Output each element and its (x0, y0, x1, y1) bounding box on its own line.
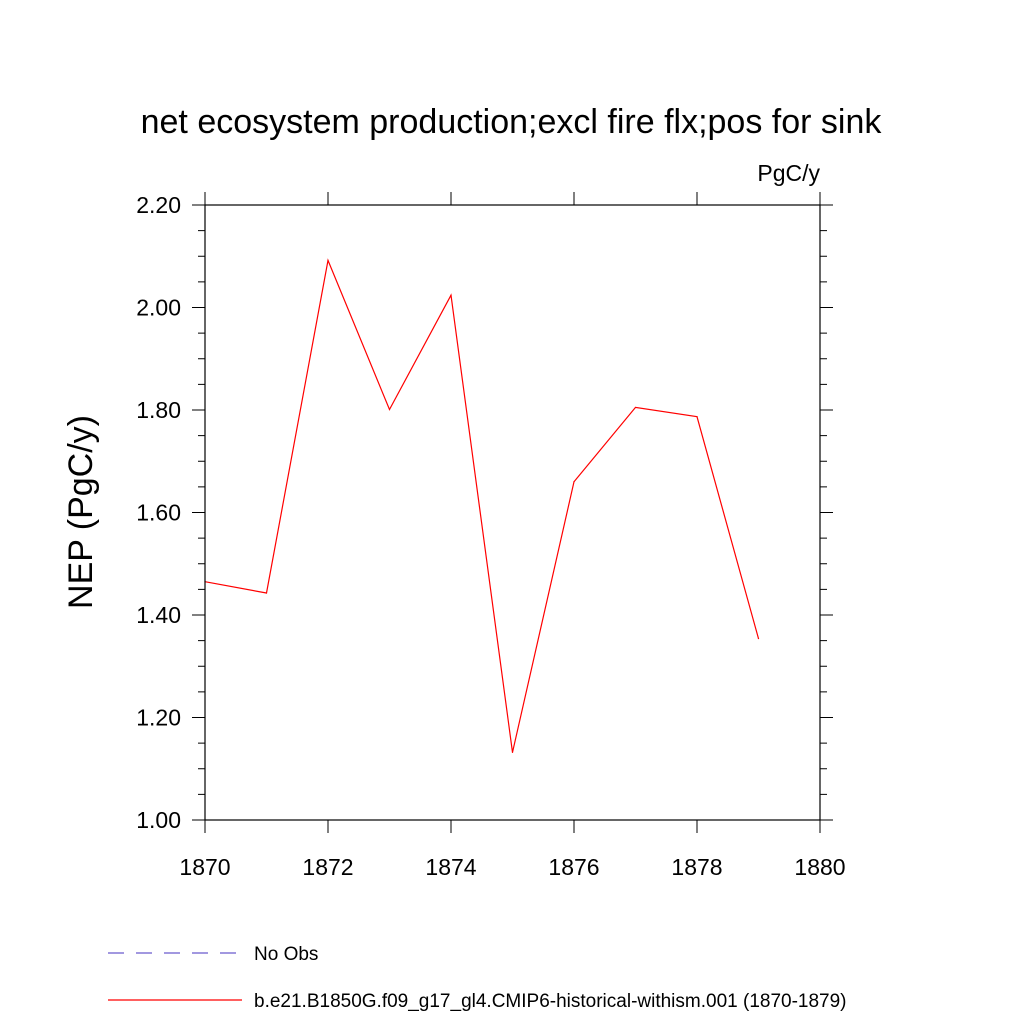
data-point (634, 406, 637, 409)
x-tick-label: 1880 (794, 854, 845, 880)
data-point (757, 637, 760, 640)
data-point (511, 751, 514, 753)
y-tick-label: 1.40 (136, 602, 181, 628)
y-tick-label: 2.20 (136, 192, 181, 218)
x-tick-label: 1872 (302, 854, 353, 880)
y-tick-label: 1.00 (136, 807, 181, 833)
data-point (696, 416, 698, 418)
axis-ticks (192, 192, 833, 833)
data-point (265, 592, 268, 594)
data-point (573, 481, 575, 483)
series-line (204, 258, 760, 753)
legend-label-model-run: b.e21.B1850G.f09_g17_gl4.CMIP6-historica… (254, 991, 847, 1012)
data-point (450, 294, 452, 296)
x-tick-label: 1870 (179, 854, 230, 880)
x-tick-label: 1878 (671, 854, 722, 880)
units-label: PgC/y (757, 160, 820, 186)
data-point (388, 408, 391, 411)
legend: No Obs b.e21.B1850G.f09_g17_gl4.CMIP6-hi… (108, 944, 847, 1012)
x-tick-label: 1876 (548, 854, 599, 880)
y-tick-label: 1.20 (136, 705, 181, 731)
y-tick-label: 1.80 (136, 397, 181, 423)
y-tick-label: 1.60 (136, 500, 181, 526)
legend-label-no-obs: No Obs (254, 944, 318, 965)
series-layer (204, 258, 760, 753)
y-tick-label: 2.00 (136, 295, 181, 321)
y-axis-label: NEP (PgC/y) (62, 415, 100, 609)
x-tick-label: 1874 (425, 854, 476, 880)
data-point (327, 259, 329, 261)
chart-title: net ecosystem production;excl fire flx;p… (141, 103, 883, 141)
plot-frame (204, 204, 821, 821)
tick-labels: 1.00 1.20 1.40 1.60 1.80 2.00 2.20 1870 1872 1874… (136, 192, 845, 880)
